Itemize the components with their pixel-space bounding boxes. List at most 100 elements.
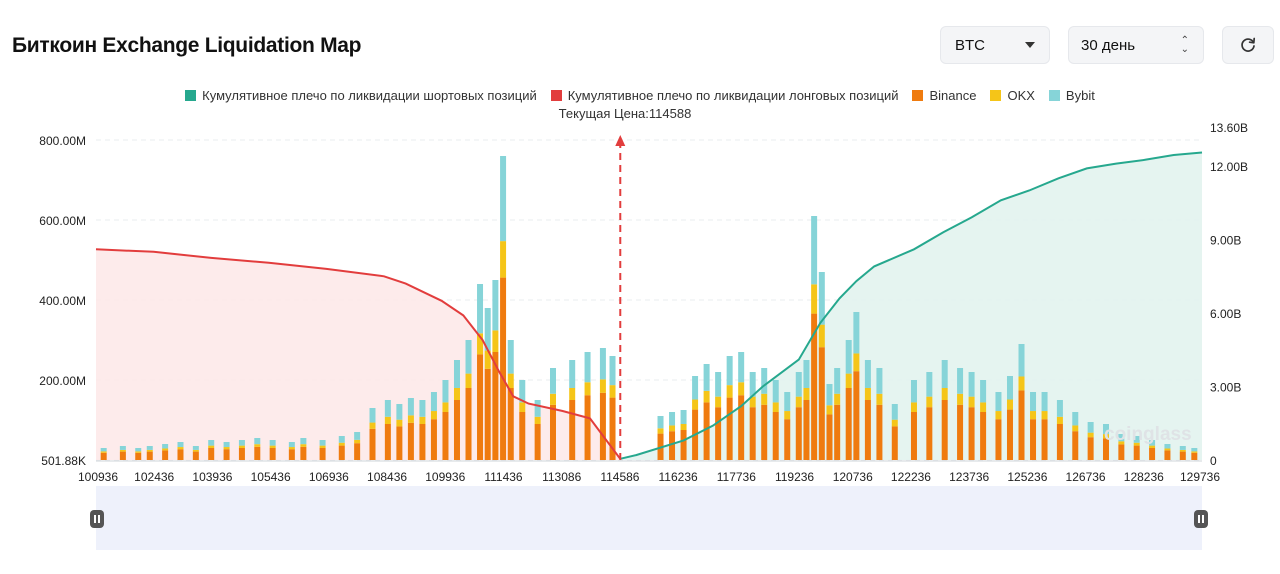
bar-bybit xyxy=(864,360,871,388)
bar-okx xyxy=(1102,434,1109,439)
chevron-down-icon xyxy=(1025,42,1035,48)
bar-binance xyxy=(453,400,460,460)
bar-okx xyxy=(238,445,245,448)
bar-bybit xyxy=(680,410,687,424)
bar-binance xyxy=(477,354,484,460)
legend-item-long[interactable]: Кумулятивное плечо по ликвидации лонговы… xyxy=(550,88,898,103)
bar-binance xyxy=(795,407,802,460)
bar-binance xyxy=(1164,450,1171,460)
bar-bybit xyxy=(1191,448,1198,452)
symbol-value: BTC xyxy=(955,36,985,54)
bar-binance xyxy=(465,388,472,460)
bar-binance xyxy=(354,443,361,460)
long-cumulative-line xyxy=(95,248,622,460)
legend-item-short[interactable]: Кумулятивное плечо по ликвидации шортовы… xyxy=(185,88,537,103)
bar-okx xyxy=(1056,416,1063,424)
up-down-icon: ⌃ ⌄ xyxy=(1180,35,1189,55)
bar-okx xyxy=(430,411,437,420)
chart-legend: Кумулятивное плечо по ликвидации шортовы… xyxy=(0,88,1280,103)
bar-bybit xyxy=(384,400,391,417)
x-tick-label: 109936 xyxy=(425,470,465,484)
bar-binance xyxy=(192,451,199,460)
bar-okx xyxy=(369,422,376,429)
current-price-label: Текущая Цена:114588 xyxy=(558,106,692,121)
bar-bybit xyxy=(319,440,326,446)
bar-bybit xyxy=(569,360,576,388)
x-tick-label: 122236 xyxy=(891,470,931,484)
period-select[interactable]: 30 день ⌃ ⌄ xyxy=(1068,26,1204,64)
bar-okx xyxy=(1133,442,1140,446)
bar-okx xyxy=(319,445,326,448)
y-right-tick-label: 12.00B xyxy=(1210,160,1248,174)
bar-bybit xyxy=(442,380,449,403)
bar-bybit xyxy=(795,372,802,397)
bar-okx xyxy=(941,388,948,400)
refresh-button[interactable] xyxy=(1222,26,1274,64)
bar-binance xyxy=(910,412,917,460)
bar-bybit xyxy=(726,356,733,386)
bar-bybit xyxy=(254,438,261,445)
bar-binance xyxy=(1072,431,1079,460)
bar-okx xyxy=(703,390,710,403)
bar-binance xyxy=(1149,448,1156,460)
y-right-tick-label: 0 xyxy=(1210,454,1217,468)
x-tick-label: 105436 xyxy=(251,470,291,484)
bar-binance xyxy=(876,404,883,460)
bar-okx xyxy=(761,393,768,405)
range-slider[interactable] xyxy=(96,486,1202,550)
page-title: Биткоин Exchange Liquidation Map xyxy=(12,34,362,57)
refresh-icon xyxy=(1241,37,1256,52)
bar-okx xyxy=(692,399,699,410)
bar-binance xyxy=(968,407,975,460)
bar-okx xyxy=(288,447,295,450)
bar-bybit xyxy=(519,380,526,403)
bar-okx xyxy=(1191,451,1198,453)
bar-okx xyxy=(811,284,818,314)
bar-binance xyxy=(749,407,756,460)
bar-okx xyxy=(569,388,576,400)
bar-bybit xyxy=(354,432,361,440)
slider-handle-right[interactable] xyxy=(1194,510,1208,528)
bar-binance xyxy=(492,352,499,460)
legend-item-okx[interactable]: OKX xyxy=(990,88,1035,103)
bar-bybit xyxy=(338,436,345,443)
bar-bybit xyxy=(369,408,376,423)
x-tick-label: 128236 xyxy=(1124,470,1164,484)
symbol-select[interactable]: BTC xyxy=(940,26,1050,64)
bar-okx xyxy=(507,373,514,388)
slider-handle-left[interactable] xyxy=(90,510,104,528)
bar-bybit xyxy=(208,440,215,446)
bar-binance xyxy=(177,449,184,460)
bar-bybit xyxy=(657,416,664,429)
bar-binance xyxy=(569,400,576,460)
current-price-arrow xyxy=(615,135,626,146)
legend-item-bybit[interactable]: Bybit xyxy=(1048,88,1095,103)
bar-okx xyxy=(803,388,810,400)
legend-item-binance[interactable]: Binance xyxy=(912,88,976,103)
x-tick-label: 103936 xyxy=(192,470,232,484)
y-right-tick-label: 13.60B xyxy=(1210,121,1248,135)
bar-okx xyxy=(477,333,484,355)
bar-okx xyxy=(864,388,871,400)
bar-okx xyxy=(192,449,199,452)
bar-okx xyxy=(177,447,184,450)
bar-binance xyxy=(319,448,326,460)
bar-binance xyxy=(1102,438,1109,460)
bar-binance xyxy=(845,388,852,460)
bar-binance xyxy=(238,448,245,460)
bar-binance xyxy=(419,424,426,460)
bar-bybit xyxy=(119,446,126,450)
bar-binance xyxy=(1087,437,1094,460)
bar-bybit xyxy=(761,368,768,394)
legend-swatch-bybit xyxy=(1048,90,1060,101)
bar-bybit xyxy=(484,308,491,351)
bar-binance xyxy=(957,404,964,460)
bar-binance xyxy=(853,371,860,460)
bar-binance xyxy=(146,451,153,460)
bar-okx xyxy=(968,396,975,408)
x-tick-label: 129736 xyxy=(1180,470,1220,484)
bar-bybit xyxy=(1179,446,1186,450)
bar-bybit xyxy=(146,446,153,450)
bar-okx xyxy=(818,324,825,348)
x-tick-label: 102436 xyxy=(134,470,174,484)
